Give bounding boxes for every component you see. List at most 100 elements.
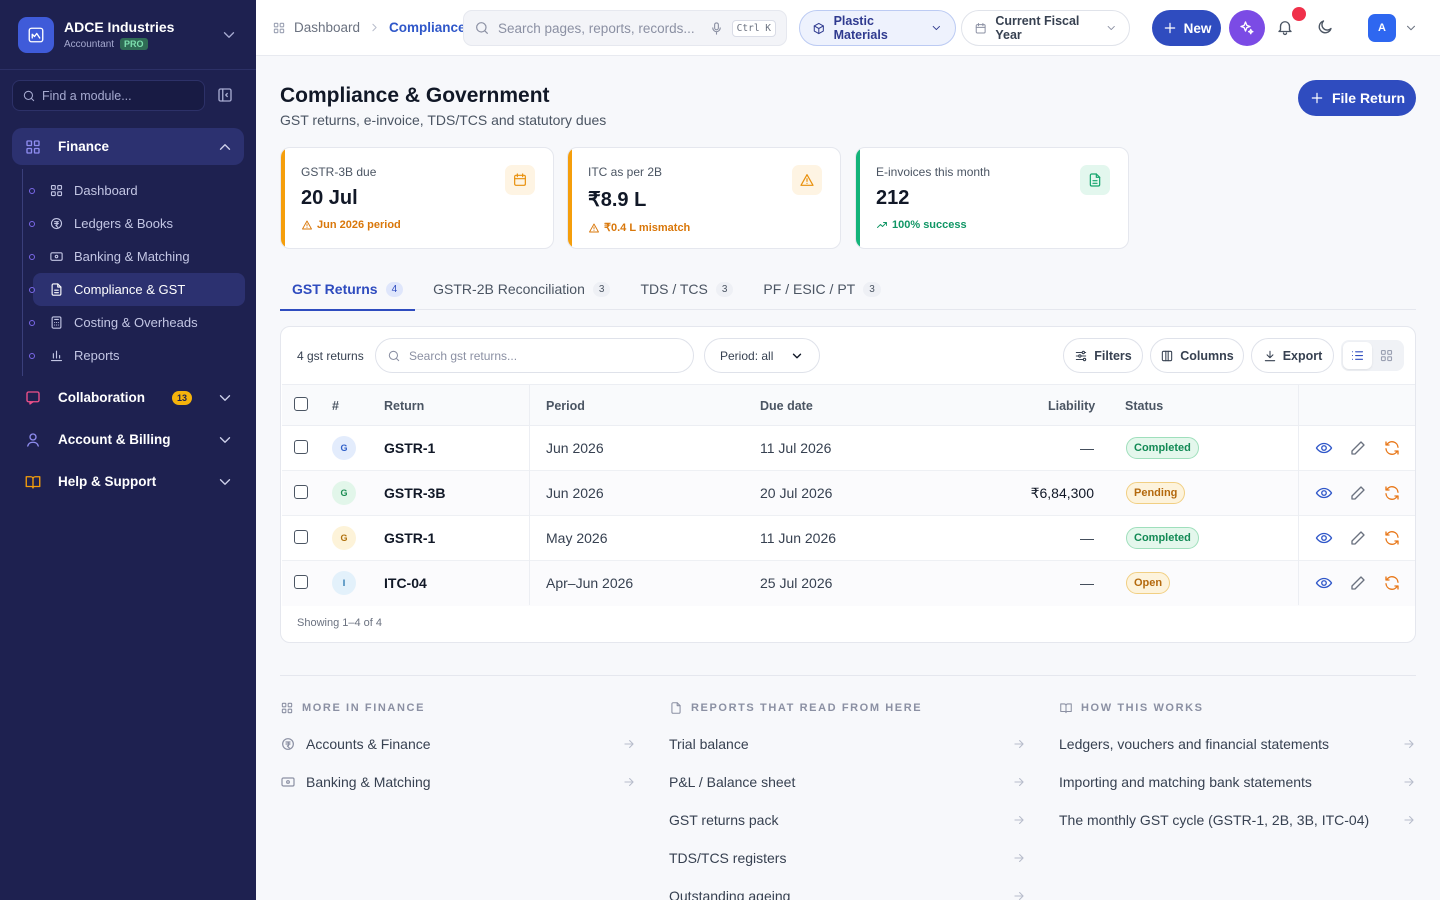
org-name: ADCE Industries <box>64 19 175 35</box>
tab-bar: GST Returns 4 GSTR-2B Reconciliation 3 TDS… <box>280 268 1416 311</box>
table-row[interactable]: I ITC-04 Apr–Jun 2026 25 Jul 2026 — Open <box>282 561 1415 606</box>
filters-label: Filters <box>1094 348 1132 363</box>
nav-group-finance[interactable]: Finance <box>12 128 244 165</box>
tab-gstr2b-reconciliation[interactable]: GSTR-2B Reconciliation 3 <box>421 268 622 310</box>
eye-icon[interactable] <box>1315 439 1333 457</box>
global-search-input[interactable]: Search pages, reports, records... Ctrl K <box>463 10 787 46</box>
file-return-button[interactable]: File Return <box>1298 80 1416 116</box>
tab-tds-tcs[interactable]: TDS / TCS 3 <box>628 268 745 310</box>
link-gst-returns-pack[interactable]: GST returns pack <box>669 809 1026 831</box>
calculator-icon <box>51 316 62 329</box>
table-row[interactable]: G GSTR-1 May 2026 11 Jun 2026 — Complete… <box>282 516 1415 561</box>
table-header: # Return Period Due date Liability Statu… <box>282 384 1415 426</box>
entity-selector[interactable]: Plastic Materials <box>799 10 956 46</box>
link-accounts-finance[interactable]: Accounts & Finance <box>280 733 636 755</box>
bell-icon[interactable] <box>1276 18 1294 36</box>
refresh-icon[interactable] <box>1383 439 1401 457</box>
chevron-down-icon <box>220 26 238 44</box>
nav-group-collaboration[interactable]: Collaboration 13 <box>12 379 244 416</box>
sidebar-item-label: Banking & Matching <box>74 249 190 264</box>
arrow-right-icon <box>1014 853 1024 863</box>
new-button[interactable]: New <box>1152 10 1221 46</box>
link-ledgers-guide[interactable]: Ledgers, vouchers and financial statemen… <box>1059 733 1416 755</box>
document-icon <box>671 702 681 714</box>
tab-gst-returns[interactable]: GST Returns 4 <box>280 268 416 311</box>
sidebar-item-costing[interactable]: Costing & Overheads <box>23 306 245 339</box>
eye-icon[interactable] <box>1315 529 1333 547</box>
org-role: Accountant <box>64 38 115 50</box>
link-label: GST returns pack <box>669 812 779 828</box>
row-checkbox[interactable] <box>294 440 308 454</box>
export-button[interactable]: Export <box>1251 338 1334 373</box>
period-filter-select[interactable]: Period: all <box>704 338 820 373</box>
table-row[interactable]: G GSTR-3B Jun 2026 20 Jul 2026 ₹6,84,300… <box>282 471 1415 516</box>
sidebar-item-reports[interactable]: Reports <box>23 339 245 372</box>
sidebar-item-compliance[interactable]: Compliance & GST <box>29 273 245 306</box>
link-trial-balance[interactable]: Trial balance <box>669 733 1026 755</box>
return-name: GSTR-1 <box>384 440 436 456</box>
collapse-sidebar-icon[interactable] <box>216 86 234 104</box>
breadcrumb-dashboard[interactable]: Dashboard <box>294 20 361 35</box>
pencil-icon[interactable] <box>1349 529 1367 547</box>
filters-button[interactable]: Filters <box>1063 338 1143 373</box>
kpi-label: GSTR-3B due <box>301 165 377 179</box>
breadcrumb-compliance[interactable]: Compliance <box>389 20 466 35</box>
row-checkbox[interactable] <box>294 575 308 589</box>
list-view-icon[interactable] <box>1343 342 1372 369</box>
eye-icon[interactable] <box>1315 574 1333 592</box>
kpi-note: 100% success <box>892 219 967 231</box>
coin-icon <box>282 738 294 750</box>
tab-count: 3 <box>715 281 734 297</box>
module-search-input[interactable]: Find a module... <box>12 80 205 111</box>
grid-view-icon[interactable] <box>1372 342 1401 369</box>
pencil-icon[interactable] <box>1349 439 1367 457</box>
eye-icon[interactable] <box>1315 484 1333 502</box>
fiscal-period-selector[interactable]: Current Fiscal Year <box>961 10 1130 46</box>
column-header-status[interactable]: Status <box>1125 399 1164 413</box>
column-header-liability[interactable]: Liability <box>1048 399 1096 413</box>
tab-pf-esic-pt[interactable]: PF / ESIC / PT 3 <box>751 268 892 310</box>
refresh-icon[interactable] <box>1383 574 1401 592</box>
column-header-return[interactable]: Return <box>384 399 425 413</box>
pencil-icon[interactable] <box>1349 484 1367 502</box>
nav-group-label: Help & Support <box>58 474 157 489</box>
column-header-period[interactable]: Period <box>546 399 585 413</box>
nav-group-account-billing[interactable]: Account & Billing <box>12 421 244 458</box>
link-outstanding-ageing[interactable]: Outstanding ageing <box>669 885 1026 900</box>
entity-label: Plastic Materials <box>833 14 888 42</box>
moon-icon[interactable] <box>1316 18 1334 36</box>
link-banking-matching[interactable]: Banking & Matching <box>280 771 636 793</box>
org-logo-icon <box>18 16 54 53</box>
table-row[interactable]: G GSTR-1 Jun 2026 11 Jul 2026 — Complete… <box>282 426 1415 471</box>
sidebar-item-banking[interactable]: Banking & Matching <box>23 240 245 273</box>
ai-assistant-button[interactable] <box>1229 10 1265 46</box>
chevron-up-icon <box>216 138 234 156</box>
finance-subnav: Dashboard Ledgers & Books Banking & Matc… <box>22 169 256 376</box>
org-switcher[interactable]: ADCE Industries Accountant PRO <box>0 0 256 70</box>
nav-group-help-support[interactable]: Help & Support <box>12 463 244 500</box>
plus-icon <box>1311 92 1323 104</box>
link-pl-balance-sheet[interactable]: P&L / Balance sheet <box>669 771 1026 793</box>
link-bank-import-guide[interactable]: Importing and matching bank statements <box>1059 771 1416 793</box>
sidebar-item-dashboard[interactable]: Dashboard <box>23 174 245 207</box>
select-all-checkbox[interactable] <box>294 397 308 411</box>
link-tds-tcs-registers[interactable]: TDS/TCS registers <box>669 847 1026 869</box>
chevron-down-icon[interactable] <box>1404 21 1418 35</box>
columns-icon <box>1162 350 1173 361</box>
avatar[interactable]: A <box>1368 14 1396 42</box>
kpi-card-gstr3b: GSTR-3B due 20 Jul Jun 2026 period <box>280 147 554 249</box>
table-search-input[interactable]: Search gst returns... <box>375 338 694 373</box>
refresh-icon[interactable] <box>1383 529 1401 547</box>
row-checkbox[interactable] <box>294 530 308 544</box>
columns-button[interactable]: Columns <box>1150 338 1244 373</box>
refresh-icon[interactable] <box>1383 484 1401 502</box>
fiscal-period-label: Current Fiscal Year <box>995 14 1080 42</box>
section-heading: HOW THIS WORKS <box>1081 702 1204 714</box>
link-gst-cycle-guide[interactable]: The monthly GST cycle (GSTR-1, 2B, 3B, I… <box>1059 809 1416 831</box>
microphone-icon[interactable] <box>709 21 724 36</box>
sidebar-item-ledgers[interactable]: Ledgers & Books <box>23 207 245 240</box>
row-checkbox[interactable] <box>294 485 308 499</box>
record-count: 4 gst returns <box>297 349 364 363</box>
pencil-icon[interactable] <box>1349 574 1367 592</box>
column-header-due-date[interactable]: Due date <box>760 399 813 413</box>
